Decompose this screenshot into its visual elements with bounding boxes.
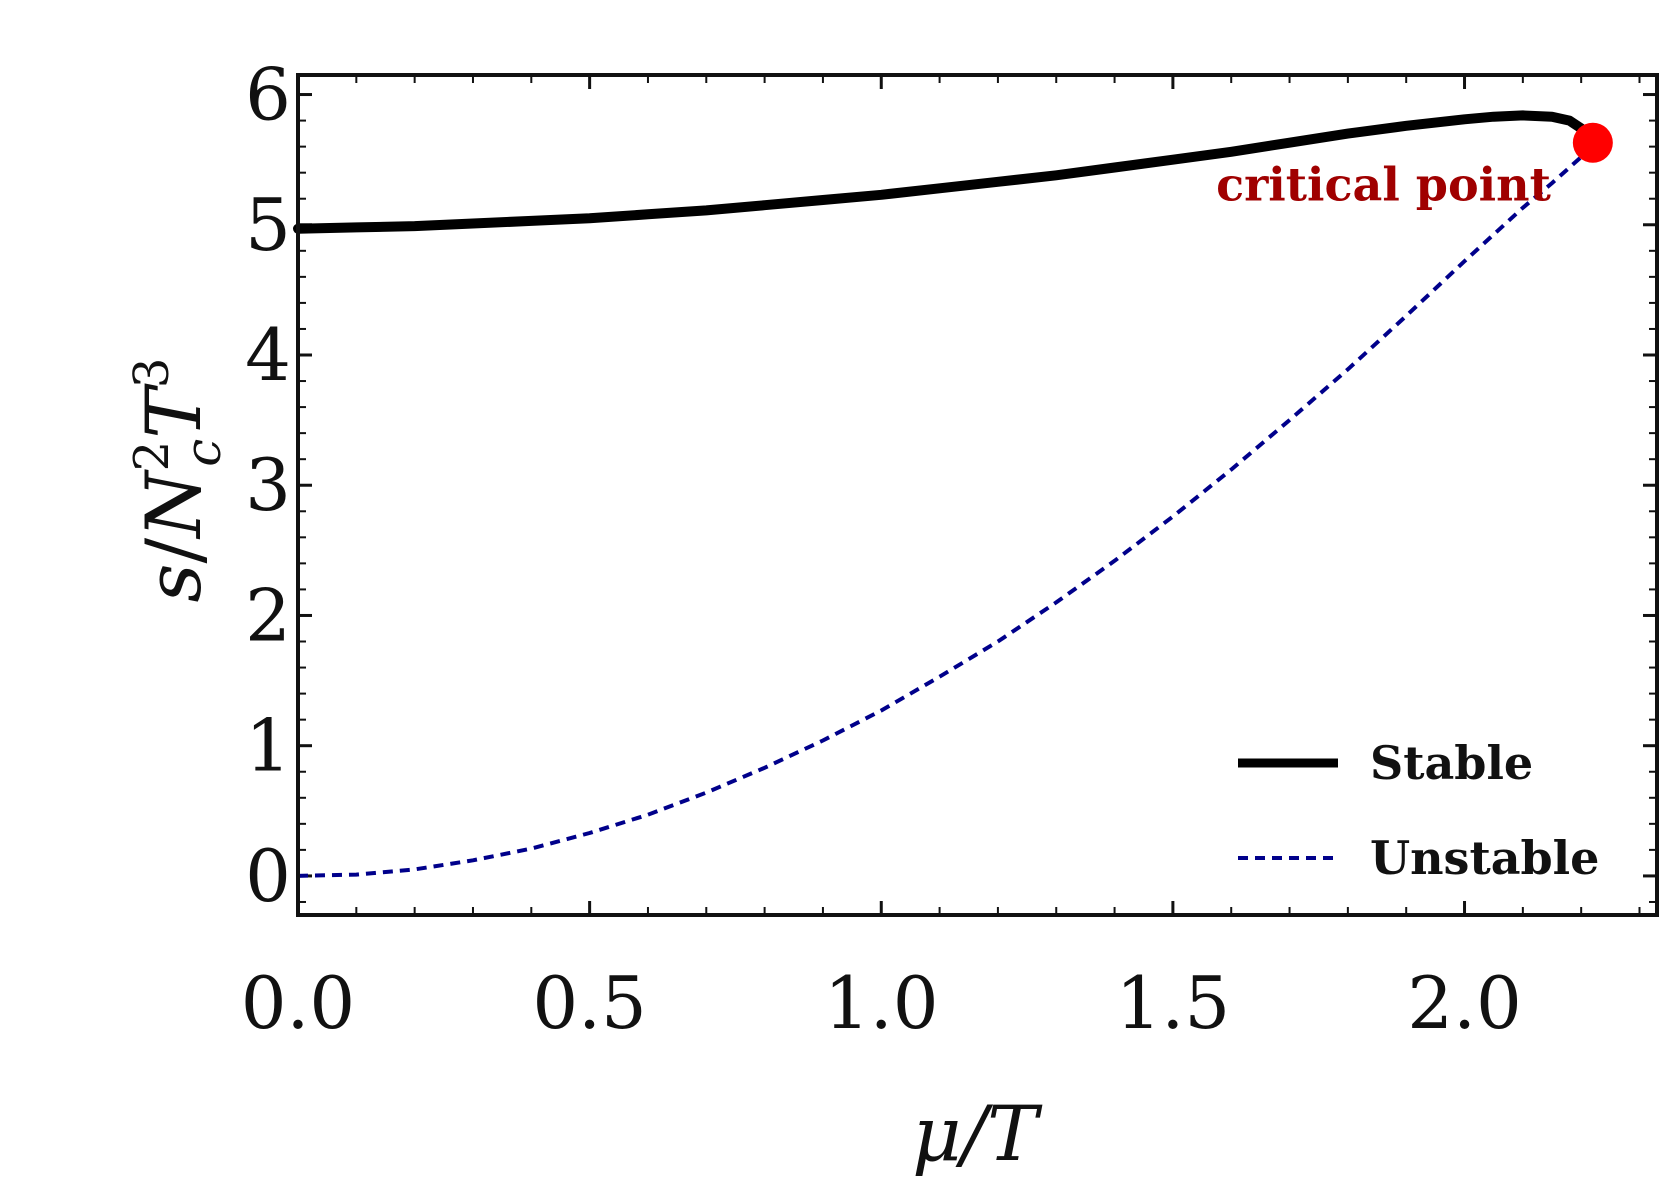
critical-point-marker [1572,122,1613,163]
tick-labels: 0.0 0.5 1.0 1.5 2.0 0 1 2 3 4 5 6 [241,53,1522,1045]
plot-frame [296,73,1659,917]
y-tick-label: 5 [245,183,291,267]
critical-point-label: critical point [1216,158,1552,212]
y-tick-label: 4 [245,313,291,397]
series-line-unstable [297,141,1595,878]
y-tick-label: 2 [245,573,291,657]
y-axis-title-s: s [129,563,218,602]
x-tick-label: 1.0 [824,961,939,1045]
x-axis-title: μ/T [912,1089,1043,1178]
y-axis-title-slash: / [129,537,218,563]
y-axis-title-sub-c: c [174,439,232,467]
x-tick-label: 0.5 [532,961,647,1045]
series-group [293,110,1613,878]
y-axis-title-N: N [129,469,218,540]
x-tick-label: 2.0 [1407,961,1522,1045]
y-tick-label: 0 [245,834,291,918]
series-line-stable [293,110,1598,234]
y-axis-title: s/N2cT3 [124,358,232,603]
x-tick-label: 0.0 [241,961,356,1045]
legend-label-unstable: Unstable [1370,831,1599,885]
legend-label-stable: Stable [1370,736,1533,790]
y-axis-title-sup2: 2 [124,441,180,472]
x-tick-label: 1.5 [1116,961,1231,1045]
y-tick-label: 6 [245,53,291,137]
y-tick-label: 3 [245,443,291,527]
y-axis-title-sup3: 3 [124,358,180,389]
y-tick-label: 1 [245,704,291,788]
y-axis-title-T: T [129,383,218,439]
legend: Stable Unstable [1238,736,1599,885]
svg-text:s/N2cT3: s/N2cT3 [124,358,232,603]
